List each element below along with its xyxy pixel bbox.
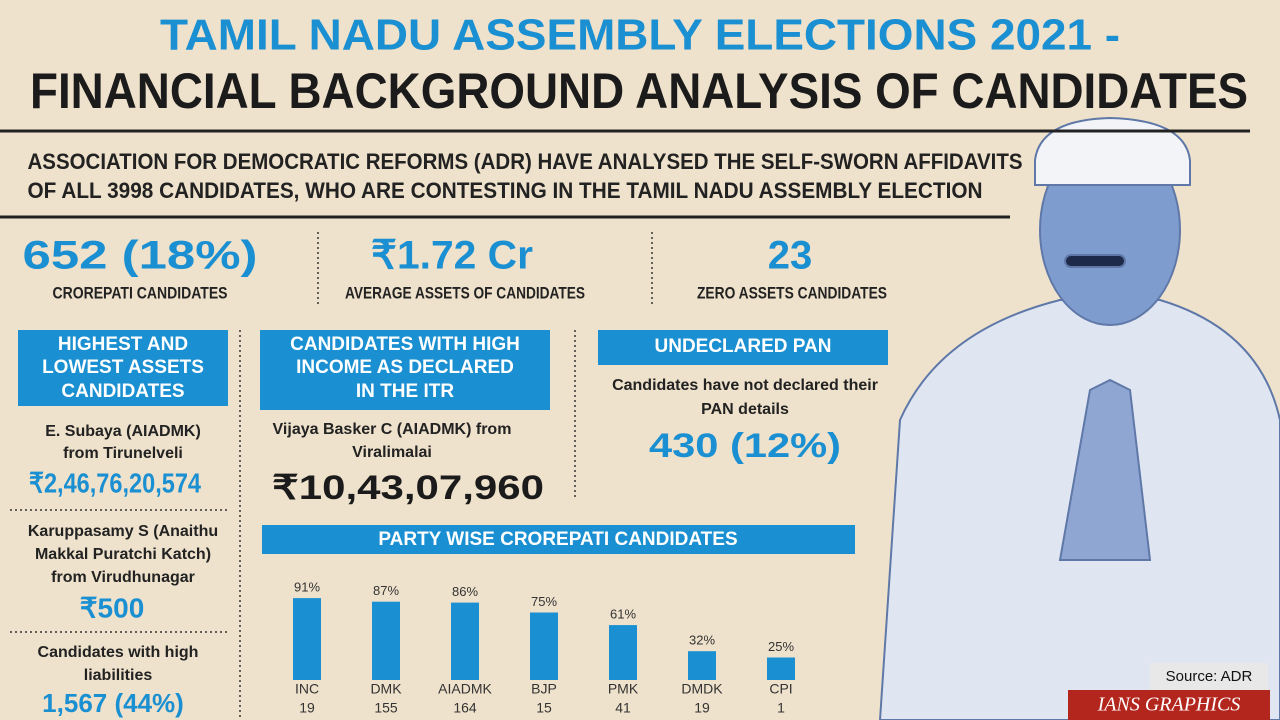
x-tick-label: BJP [531, 681, 557, 697]
panel-text: Candidates with high [38, 644, 199, 661]
panel-amount: ₹500 [80, 592, 145, 623]
panel-text: Vijaya Basker C (AIADMK) from [273, 421, 512, 438]
x-tick-label: DMDK [681, 681, 723, 697]
chart-title-box [262, 525, 855, 554]
value-label: 75% [531, 594, 557, 609]
panel-text: from Tirunelveli [63, 445, 183, 462]
person-illustration [878, 116, 1280, 720]
panel-text: Makkal Puratchi Katch) [35, 546, 211, 563]
panel-heading-box [260, 330, 550, 410]
bar [609, 625, 637, 680]
value-label: 32% [689, 633, 715, 648]
panel-text: from Virudhunagar [51, 569, 195, 586]
value-label: 87% [373, 583, 399, 598]
panel-text: liabilities [84, 667, 153, 684]
bar [767, 657, 795, 680]
credit: IANS GRAPHICS [1097, 694, 1241, 716]
intro-text: OF ALL 3998 CANDIDATES, WHO ARE CONTESTI… [28, 178, 983, 203]
candidate-count: 15 [536, 700, 552, 716]
x-tick-label: INC [295, 681, 319, 697]
candidate-count: 19 [694, 700, 710, 716]
credit-box [1068, 690, 1270, 720]
bar-chart: 91% INC 19 87% DMK 155 86% AIADMK 164 75% BJP 15 61%… [293, 580, 795, 716]
stat-label: CROREPATI CANDIDATES [53, 283, 228, 302]
x-tick-label: AIADMK [438, 681, 492, 697]
candidate-count: 164 [453, 700, 477, 716]
panel-heading: LOWEST ASSETS [42, 357, 204, 378]
stat-label: ZERO ASSETS CANDIDATES [697, 283, 887, 302]
panel-heading-box [598, 330, 888, 365]
stat-value: ₹1.72 Cr [371, 234, 533, 278]
panel-heading-box [18, 330, 228, 406]
bar [688, 651, 716, 680]
bar [372, 601, 400, 680]
source-box [1150, 663, 1268, 690]
candidate-count: 155 [374, 700, 398, 716]
panel-amount: 1,567 (44%) [42, 688, 184, 718]
chart-title: PARTY WISE CROREPATI CANDIDATES [378, 529, 737, 550]
intro-text: ASSOCIATION FOR DEMOCRATIC REFORMS (ADR)… [28, 149, 1023, 174]
value-label: 91% [294, 580, 320, 595]
stat-value: 652 (18%) [23, 234, 258, 278]
panel-text: Viralimalai [352, 444, 432, 461]
panel-heading: CANDIDATES WITH HIGH [290, 334, 520, 355]
panel-heading: CANDIDATES [61, 381, 184, 402]
panel-amount: 430 (12%) [649, 427, 841, 465]
bar [530, 612, 558, 680]
bar [451, 602, 479, 680]
value-label: 86% [452, 584, 478, 599]
value-label: 25% [768, 639, 794, 654]
bar [293, 598, 321, 680]
source: Source: ADR [1166, 668, 1253, 685]
panel-heading: IN THE ITR [356, 381, 454, 402]
title: FINANCIAL BACKGROUND ANALYSIS OF CANDIDA… [30, 63, 1248, 119]
panel-text: PAN details [701, 401, 789, 418]
panel-text: Candidates have not declared their [612, 377, 878, 394]
panel-amount: ₹10,43,07,960 [272, 469, 544, 507]
title: TAMIL NADU ASSEMBLY ELECTIONS 2021 - [160, 11, 1120, 60]
panel-text: Karuppasamy S (Anaithu [28, 523, 218, 540]
x-tick-label: CPI [769, 681, 792, 697]
candidate-count: 41 [615, 700, 631, 716]
panel-amount: ₹2,46,76,20,574 [29, 467, 201, 498]
value-label: 61% [610, 607, 636, 622]
panel-heading: HIGHEST AND [58, 334, 188, 355]
stat-label: AVERAGE ASSETS OF CANDIDATES [345, 283, 585, 302]
panel-heading: INCOME AS DECLARED [296, 357, 514, 378]
panel-text: E. Subaya (AIADMK) [45, 423, 201, 440]
panel-heading: UNDECLARED PAN [655, 336, 832, 357]
stat-value: 23 [768, 234, 813, 278]
candidate-count: 1 [777, 700, 785, 716]
x-tick-label: PMK [608, 681, 639, 697]
candidate-count: 19 [299, 700, 315, 716]
x-tick-label: DMK [370, 681, 402, 697]
